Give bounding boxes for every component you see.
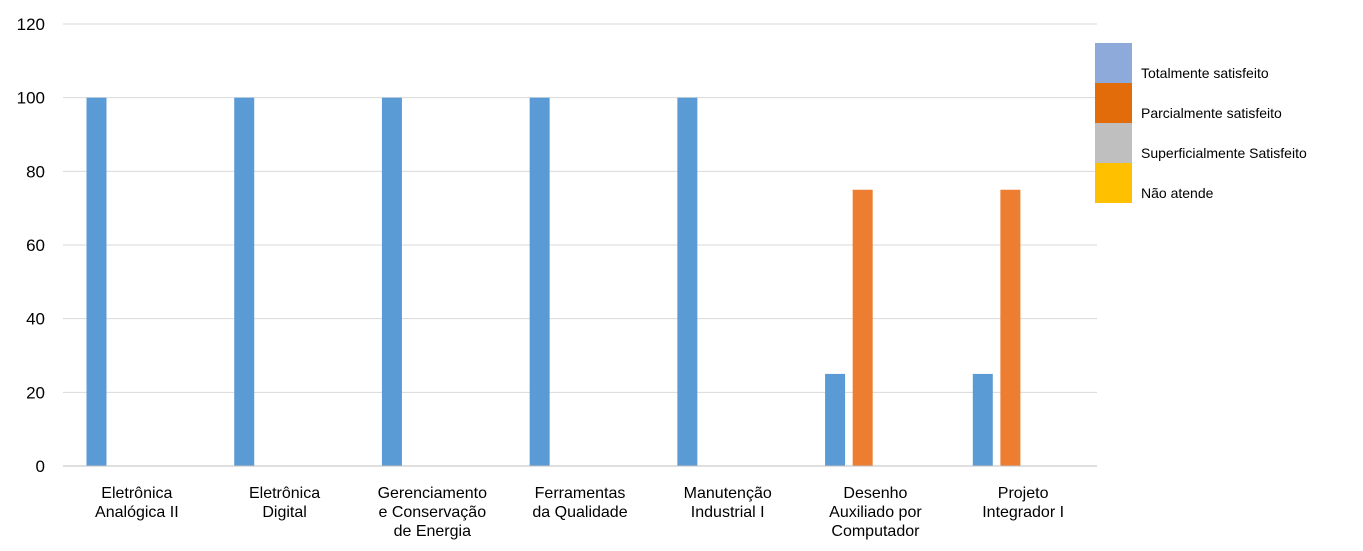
bar bbox=[381, 97, 402, 467]
y-tick-label: 40 bbox=[26, 310, 45, 329]
x-category-label: Manutenção Industrial I bbox=[684, 485, 772, 521]
y-tick-label: 60 bbox=[26, 236, 45, 255]
bar bbox=[852, 189, 873, 466]
legend: Totalmente satisfeito Parcialmente satisf… bbox=[1095, 43, 1307, 203]
x-category-label: Eletrônica Analógica II bbox=[95, 485, 179, 521]
legend-swatch bbox=[1095, 163, 1132, 203]
legend-label: Não atende bbox=[1141, 185, 1214, 201]
legend-swatch bbox=[1095, 83, 1132, 123]
y-tick-label: 20 bbox=[26, 383, 45, 402]
x-category-label: Ferramentas da Qualidade bbox=[532, 485, 627, 521]
y-tick-label: 0 bbox=[36, 457, 45, 476]
legend-label: Superficialmente Satisfeito bbox=[1141, 145, 1307, 161]
legend-label: Totalmente satisfeito bbox=[1141, 65, 1269, 81]
bar bbox=[529, 97, 550, 467]
bar bbox=[234, 97, 255, 467]
legend-label: Parcialmente satisfeito bbox=[1141, 105, 1282, 121]
bar bbox=[825, 373, 846, 466]
y-tick-label: 80 bbox=[26, 162, 45, 181]
bar bbox=[677, 97, 698, 467]
bar bbox=[972, 373, 993, 466]
y-axis-tick-labels: 0 20 40 60 80 100 120 bbox=[17, 15, 45, 476]
y-tick-label: 100 bbox=[17, 89, 45, 108]
y-tick-label: 120 bbox=[17, 15, 45, 34]
x-axis-category-labels: Eletrônica Analógica II Eletrônica Digital G… bbox=[95, 485, 1064, 540]
x-category-label: Gerenciamento e Conservação de Energia bbox=[378, 485, 487, 540]
grid-lines bbox=[63, 23, 1097, 393]
x-category-label: Projeto Integrador I bbox=[982, 485, 1064, 521]
x-category-label: Desenho Auxiliado por Computador bbox=[829, 485, 922, 540]
bar bbox=[86, 97, 107, 467]
legend-swatch bbox=[1095, 43, 1132, 83]
x-category-label: Eletrônica Digital bbox=[249, 485, 320, 521]
bars bbox=[86, 97, 1021, 467]
bar bbox=[1000, 189, 1021, 466]
legend-swatch bbox=[1095, 123, 1132, 163]
